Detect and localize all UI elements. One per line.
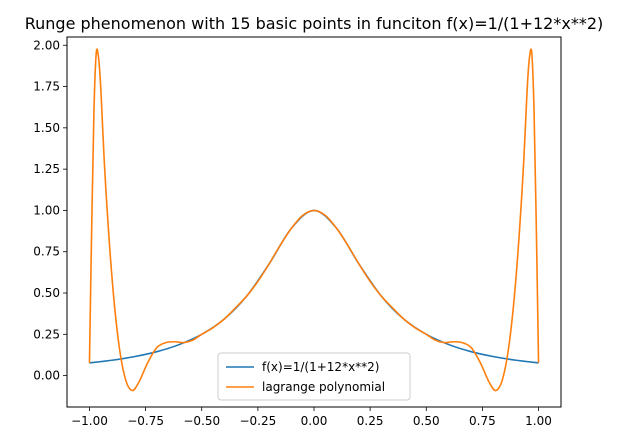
x-tick-label: 0.00	[301, 414, 328, 428]
x-tick-label: 0.50	[413, 414, 440, 428]
plot-frame	[66, 36, 562, 408]
x-tick-label: 1.00	[525, 414, 552, 428]
y-tick-label: 0.50	[33, 286, 60, 300]
y-tick-label: 1.25	[33, 162, 60, 176]
x-tick-label: 0.25	[357, 414, 384, 428]
x-axis: −1.00 −0.75 −0.50 −0.25 0.00 0.25 0.50 0.75 1.00	[71, 407, 552, 428]
x-tick-label: −0.75	[127, 414, 164, 428]
legend-box	[217, 352, 411, 401]
y-tick-label: 1.75	[33, 80, 60, 94]
x-tick-label: −1.00	[71, 414, 108, 428]
legend-label: lagrange polynomial	[262, 380, 385, 394]
y-tick-label: 0.25	[33, 327, 60, 341]
y-tick-label: 1.50	[33, 121, 60, 135]
chart-title: Runge phenomenon with 15 basic points in…	[25, 14, 604, 33]
y-tick-label: 1.00	[33, 203, 60, 217]
legend-label: f(x)=1/(1+12*x**2)	[262, 360, 379, 374]
series-line-1	[88, 48, 540, 392]
x-tick-label: −0.25	[239, 414, 276, 428]
series-line-0	[89, 209, 539, 364]
series-layer	[88, 48, 540, 392]
x-tick-label: −0.50	[183, 414, 220, 428]
y-tick-label: 0.00	[33, 369, 60, 383]
y-tick-label: 0.75	[33, 245, 60, 259]
x-tick-label: 0.75	[469, 414, 496, 428]
legend: f(x)=1/(1+12*x**2) lagrange polynomial	[217, 352, 411, 401]
y-axis: 0.00 0.25 0.50 0.75 1.00 1.25 1.50 1.75 2.00	[33, 38, 67, 383]
y-tick-label: 2.00	[33, 38, 60, 52]
